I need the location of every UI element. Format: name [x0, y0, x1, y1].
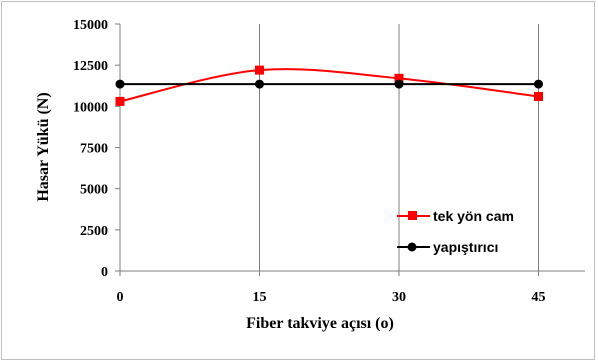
- x-tick-label: 15: [253, 290, 267, 305]
- y-tick-labels: 0 2500 5000 7500 10000 12500 15000: [73, 18, 108, 280]
- legend-swatch-marker: [408, 211, 417, 220]
- axes: [115, 23, 585, 276]
- series-group: [115, 65, 543, 106]
- data-point: [394, 79, 404, 89]
- y-tick-label: 5000: [80, 183, 108, 198]
- legend-label: yapıştırıcı: [433, 239, 498, 255]
- data-point: [115, 79, 125, 89]
- legend-item-yapistirici: yapıştırıcı: [397, 239, 498, 255]
- legend-swatch-marker: [407, 242, 417, 252]
- series-line-tek-yön-cam: [119, 68, 539, 103]
- y-tick-label: 10000: [73, 100, 108, 115]
- data-point: [255, 79, 264, 89]
- x-tick-label: 30: [392, 290, 406, 305]
- y-tick-label: 2500: [80, 224, 108, 239]
- data-point: [394, 73, 404, 83]
- y-axis-label: Hasar Yükü (N): [35, 92, 52, 201]
- y-tick-label: 7500: [80, 142, 108, 157]
- legend-label: tek yön cam: [433, 208, 514, 224]
- y-tick-label: 0: [101, 265, 108, 280]
- x-axis-label: Fiber takviye açısı (o): [246, 315, 394, 332]
- data-point: [534, 79, 543, 89]
- data-point: [534, 91, 543, 101]
- legend-item-tek-yon-cam: tek yön cam: [397, 208, 514, 224]
- x-tick-labels: 0 15 30 45: [117, 290, 546, 305]
- x-tick-label: 0: [117, 290, 124, 305]
- x-tick-label: 45: [532, 290, 546, 305]
- grid-lines: [259, 24, 539, 271]
- y-tick-label: 15000: [73, 18, 108, 33]
- data-point: [115, 96, 125, 106]
- data-point: [255, 65, 264, 75]
- legend: tek yön cam yapıştırıcı: [397, 208, 514, 255]
- y-tick-label: 12500: [73, 59, 108, 74]
